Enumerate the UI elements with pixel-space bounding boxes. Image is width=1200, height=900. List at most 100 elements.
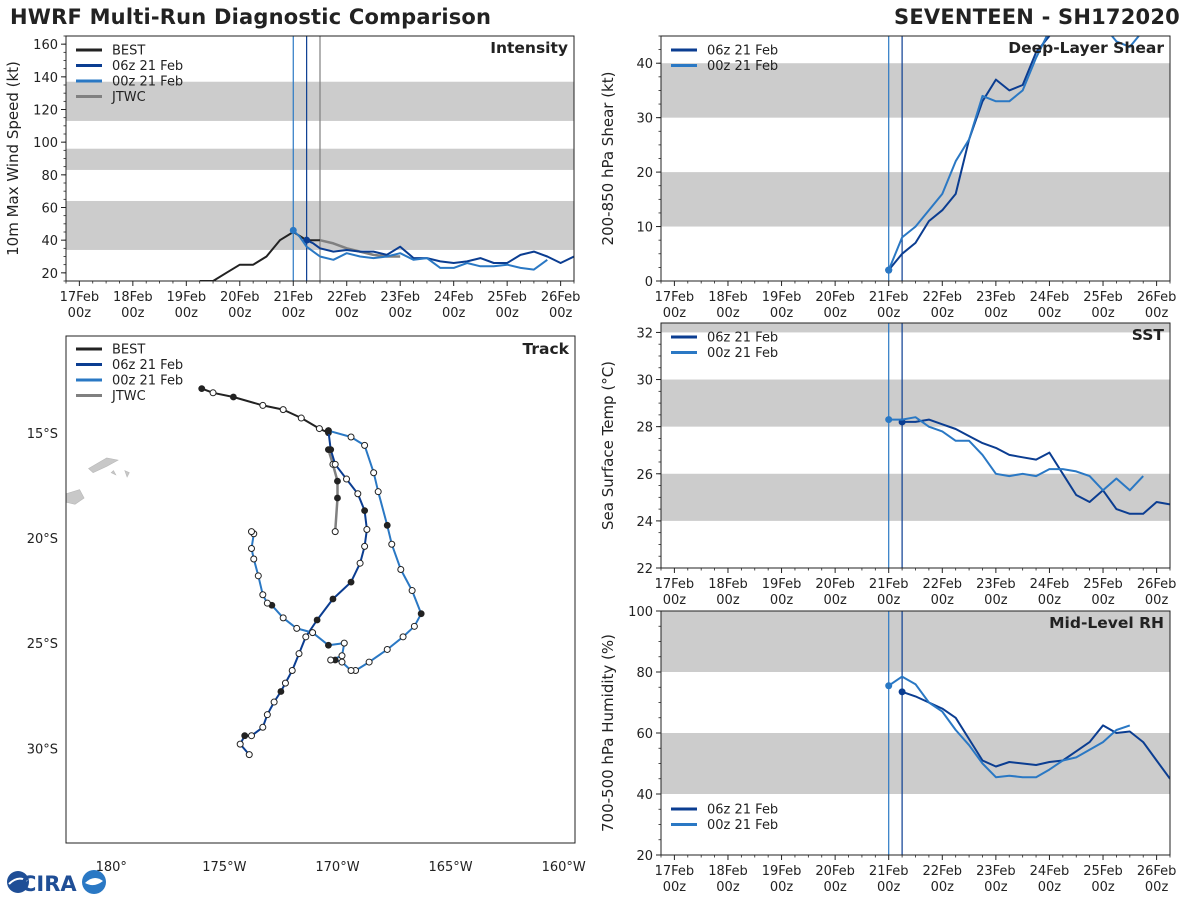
x-tick-label-hour: 00z: [770, 880, 794, 895]
x-tick-label-hour: 00z: [823, 306, 847, 321]
track-point-open: [331, 528, 339, 536]
x-tick-label-hour: 00z: [549, 306, 573, 321]
x-tick-label-hour: 00z: [984, 880, 1008, 895]
x-tick-label-hour: 00z: [1145, 880, 1169, 895]
x-tick-label-date: 19Feb: [762, 864, 802, 879]
panel-title: Intensity: [490, 39, 568, 57]
series-start-marker: [898, 688, 906, 696]
series-start-marker: [885, 266, 893, 274]
track-point-open: [302, 633, 310, 641]
series-start-marker: [885, 682, 893, 690]
x-tick-label-date: 20Feb: [815, 577, 855, 592]
series-line-06z-21-feb: [887, 36, 1051, 271]
shaded-band: [661, 473, 1170, 521]
y-tick-label: 100: [33, 136, 58, 151]
x-tick-label-hour: 00z: [389, 306, 413, 321]
y-tick-label: 40: [636, 57, 653, 72]
track-point-filled: [313, 616, 321, 624]
x-tick-label-hour: 00z: [335, 306, 359, 321]
track-point-open: [259, 591, 267, 599]
y-tick-label: 20: [41, 267, 58, 282]
logo-globe: [7, 871, 29, 893]
x-tick-label-date: 19Feb: [762, 577, 802, 592]
y-axis-label: Sea Surface Temp (°C): [599, 361, 617, 530]
y-tick-label: 40: [41, 234, 58, 249]
x-tick-label-hour: 00z: [1091, 306, 1115, 321]
shaded-band: [661, 611, 1170, 672]
x-tick-label-hour: 00z: [931, 880, 955, 895]
track-point-open: [338, 658, 346, 666]
panel-title: Track: [523, 340, 570, 358]
y-tick-label: 40: [636, 788, 653, 803]
y-tick-label: 120: [33, 104, 58, 119]
panel-rh: 2040608010017Feb00z18Feb00z19Feb00z20Feb…: [599, 605, 1176, 895]
y-tick-label: 0: [645, 275, 653, 290]
x-tick-label-date: 20Feb: [815, 864, 855, 879]
x-tick-label-date: 21Feb: [869, 290, 909, 305]
legend-label: BEST: [112, 44, 145, 59]
track-point-open: [388, 540, 396, 548]
x-tick-label-hour: 00z: [1038, 880, 1062, 895]
x-tick-label-date: 22Feb: [923, 290, 963, 305]
track-point-filled: [325, 641, 332, 649]
track-point-open: [279, 406, 287, 414]
track-point-open: [327, 656, 335, 664]
track-point-filled: [334, 477, 341, 485]
track-point-open: [370, 469, 378, 477]
x-tick-label-hour: 00z: [931, 593, 955, 608]
x-tick-label-hour: 00z: [663, 306, 687, 321]
track-point-filled: [198, 385, 206, 392]
lon-tick-label: 175°W: [202, 860, 246, 875]
x-tick-label-date: 23Feb: [380, 290, 420, 305]
track-point-filled: [417, 610, 425, 618]
legend-label: 06z 21 Feb: [707, 803, 778, 818]
x-tick-label-date: 23Feb: [976, 864, 1016, 879]
series-line-06z-21-feb: [902, 418, 1170, 515]
lon-tick-label: 180°: [96, 860, 127, 875]
legend-label: 00z 21 Feb: [112, 75, 183, 90]
x-tick-label-hour: 00z: [877, 593, 901, 608]
y-tick-label: 140: [33, 71, 58, 86]
x-tick-label-hour: 00z: [823, 593, 847, 608]
x-tick-label-hour: 00z: [663, 593, 687, 608]
legend-label: JTWC: [111, 389, 146, 404]
shaded-band: [661, 733, 1170, 794]
x-tick-label-date: 21Feb: [273, 290, 313, 305]
x-tick-label-hour: 00z: [716, 306, 740, 321]
track-point-open: [399, 633, 407, 641]
track-point-open: [259, 723, 267, 731]
track-point-open: [365, 658, 373, 666]
track-line-best: [201, 387, 329, 434]
y-tick-label: 60: [636, 727, 653, 742]
track-point-open: [209, 389, 217, 397]
x-tick-label-date: 17Feb: [655, 290, 695, 305]
y-tick-label: 28: [636, 421, 653, 436]
x-tick-label-hour: 00z: [228, 306, 252, 321]
x-tick-label-date: 21Feb: [869, 577, 909, 592]
track-point-open: [281, 679, 289, 687]
track-point-open: [293, 624, 301, 632]
track-point-open: [279, 614, 287, 622]
logo-text: CIRA: [21, 872, 77, 896]
x-tick-label-date: 21Feb: [869, 864, 909, 879]
lon-tick-label: 170°W: [315, 860, 359, 875]
x-tick-label-hour: 00z: [716, 880, 740, 895]
x-tick-label-hour: 00z: [716, 593, 740, 608]
panel-intensity: 2040608010012014016017Feb00z18Feb00z19Fe…: [4, 35, 581, 321]
x-tick-label-hour: 00z: [495, 306, 519, 321]
track-point-open: [250, 555, 258, 563]
series-line-06z-21-feb: [901, 690, 1170, 780]
x-tick-label-date: 22Feb: [923, 864, 963, 879]
y-tick-label: 80: [636, 666, 653, 681]
track-point-open: [288, 666, 296, 674]
series-line-00z-21-feb: [888, 416, 1144, 492]
track-point-open: [263, 599, 271, 607]
legend-label: 00z 21 Feb: [112, 374, 183, 389]
x-tick-label-date: 26Feb: [541, 290, 581, 305]
x-tick-label-hour: 00z: [68, 306, 92, 321]
y-tick-label: 10: [636, 221, 653, 236]
x-tick-label-date: 25Feb: [487, 290, 527, 305]
track-point-open: [270, 698, 278, 706]
x-tick-label-date: 24Feb: [1030, 290, 1070, 305]
track-point-filled: [334, 494, 341, 502]
